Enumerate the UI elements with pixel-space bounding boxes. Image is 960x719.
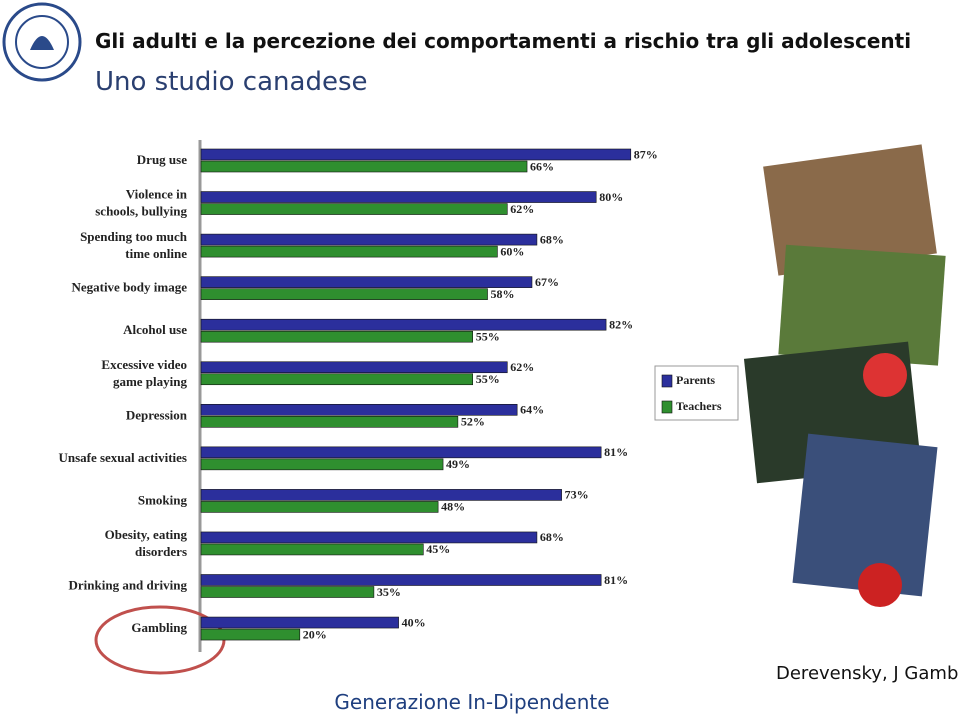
value-label: 66% [530, 159, 554, 173]
value-label: 20% [303, 627, 327, 641]
value-label: 62% [510, 202, 534, 216]
category-label: Spending too much time online [80, 229, 188, 261]
value-label: 40% [402, 615, 426, 629]
legend-swatch [661, 400, 673, 414]
bar [200, 245, 498, 258]
bar [200, 458, 444, 471]
bar [200, 191, 597, 203]
value-label: 45% [426, 542, 450, 556]
bar [200, 203, 508, 215]
bar [200, 233, 538, 246]
slide-title: Gli adulti e la percezione dei comportam… [95, 29, 911, 53]
bar [200, 148, 632, 161]
citation: Derevensky, J Gambl Stud (2014) [776, 663, 960, 684]
bar [200, 501, 439, 513]
category-label: Excessive video game playing [101, 357, 187, 389]
bar [200, 276, 533, 288]
value-label: 52% [461, 415, 485, 429]
category-label: Unsafe sexual activities [58, 450, 187, 465]
category-label: Drinking and driving [69, 577, 188, 592]
bar [200, 318, 607, 331]
bar [200, 415, 459, 428]
bar [200, 531, 538, 544]
bar [200, 586, 375, 598]
value-label: 49% [446, 457, 470, 471]
slide-subtitle: Uno studio canadese [95, 67, 367, 97]
bar [200, 288, 488, 300]
category-label: Gambling [131, 620, 187, 635]
value-label: 62% [510, 360, 534, 374]
legend: Parents Teachers [654, 365, 739, 421]
category-label: Depression [126, 407, 188, 422]
value-label: 55% [476, 329, 500, 343]
bar [200, 373, 474, 386]
value-label: 80% [599, 190, 623, 204]
photos [743, 144, 946, 607]
value-label: 35% [377, 585, 401, 599]
bar [200, 574, 602, 586]
bar [200, 446, 602, 459]
bar [200, 361, 508, 374]
value-label: 48% [441, 500, 465, 514]
legend-label: Parents [676, 373, 715, 387]
value-label: 67% [535, 275, 559, 289]
value-label: 87% [634, 147, 658, 161]
bar [200, 403, 518, 416]
category-label: Obesity, eating disorders [105, 527, 188, 559]
value-label: 55% [476, 372, 500, 386]
value-label: 68% [540, 232, 564, 246]
bar [200, 616, 399, 629]
footer: Generazione In-Dipendente [334, 690, 609, 714]
bar [200, 489, 562, 501]
value-label: 82% [609, 317, 633, 331]
bar [200, 160, 528, 173]
category-label: Violence in schools, bullying [95, 187, 188, 219]
category-label: Negative body image [71, 280, 187, 295]
bar [200, 628, 301, 641]
bar [200, 543, 424, 556]
value-label: 73% [565, 488, 589, 502]
value-label: 60% [500, 244, 524, 258]
category-label: Smoking [138, 492, 188, 507]
legend-swatch [661, 374, 673, 388]
bar [200, 330, 474, 343]
value-label: 68% [540, 530, 564, 544]
value-label: 81% [604, 445, 628, 459]
value-label: 64% [520, 403, 544, 417]
logo [2, 2, 82, 82]
value-label: 81% [604, 573, 628, 587]
legend-label: Teachers [676, 399, 722, 413]
category-label: Drug use [137, 152, 187, 167]
category-label: Alcohol use [123, 322, 187, 337]
value-label: 58% [491, 287, 515, 301]
